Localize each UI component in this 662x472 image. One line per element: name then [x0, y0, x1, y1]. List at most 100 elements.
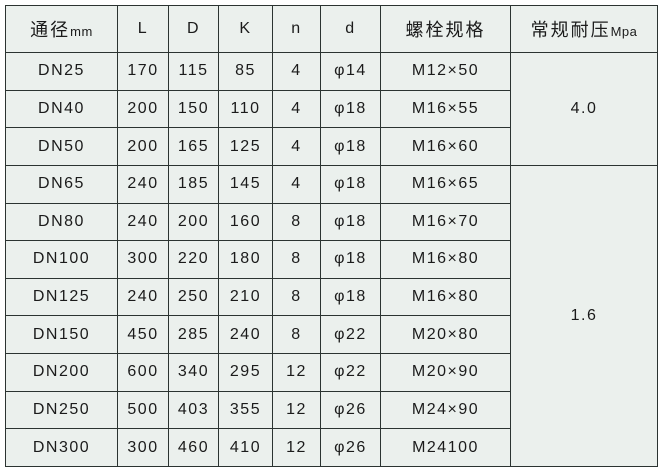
cell-l: 200: [117, 89, 169, 129]
column-header-dn-unit: mm: [70, 24, 93, 39]
column-header-n-label: n: [291, 20, 302, 37]
cell-dn: DN40: [5, 89, 118, 129]
table-row: DN300 300 460 410 12 φ26 M24100: [5, 428, 658, 467]
cell-n: 4: [272, 89, 321, 129]
cell-dd: φ26: [320, 390, 381, 430]
cell-d: 200: [168, 202, 219, 242]
table-row: DN125 240 250 210 8 φ18 M16×80: [5, 277, 658, 317]
cell-bolt: M16×80: [380, 240, 511, 279]
cell-bolt: M16×65: [380, 164, 511, 204]
cell-k: 85: [218, 52, 273, 91]
cell-d: 285: [168, 315, 219, 354]
cell-k: 125: [218, 127, 273, 166]
cell-pressure: 1.6: [510, 164, 658, 468]
cell-n: 4: [272, 164, 321, 204]
cell-dd: φ18: [320, 89, 381, 129]
cell-l: 450: [117, 315, 169, 354]
cell-bolt: M12×50: [380, 52, 511, 91]
cell-k: 355: [218, 390, 273, 430]
table-row: DN250 500 403 355 12 φ26 M24×90: [5, 390, 658, 430]
cell-n: 12: [272, 353, 321, 392]
cell-d: 250: [168, 277, 219, 317]
cell-n: 4: [272, 52, 321, 91]
column-header-pressure-cjk: 常规耐压: [530, 20, 611, 40]
cell-k: 410: [218, 428, 273, 467]
cell-bolt: M16×60: [380, 127, 511, 166]
cell-n: 12: [272, 390, 321, 430]
cell-k: 145: [218, 164, 273, 204]
cell-d: 115: [168, 52, 219, 91]
cell-l: 200: [117, 127, 169, 166]
column-header-dn-cjk: 通径: [30, 20, 71, 40]
cell-bolt: M20×80: [380, 315, 511, 354]
cell-k: 110: [218, 89, 273, 129]
column-header-bolt: 螺栓规格: [380, 5, 511, 53]
column-header-dd: d: [320, 5, 381, 53]
column-header-n: n: [272, 5, 321, 53]
cell-pressure: 4.0: [510, 52, 658, 166]
cell-k: 295: [218, 353, 273, 392]
column-header-l-label: L: [137, 20, 149, 37]
cell-dd: φ18: [320, 127, 381, 166]
cell-dn: DN250: [5, 390, 118, 430]
cell-l: 240: [117, 164, 169, 204]
cell-d: 220: [168, 240, 219, 279]
cell-l: 500: [117, 390, 169, 430]
cell-dn: DN25: [5, 52, 118, 91]
cell-dd: φ26: [320, 428, 381, 467]
column-header-d: D: [168, 5, 219, 53]
cell-bolt: M16×55: [380, 89, 511, 129]
cell-n: 8: [272, 202, 321, 242]
cell-l: 600: [117, 353, 169, 392]
column-header-pressure: 常规耐压Mpa: [510, 5, 658, 53]
table-row: DN80 240 200 160 8 φ18 M16×70: [5, 202, 658, 242]
cell-dd: φ22: [320, 315, 381, 354]
cell-dn: DN50: [5, 127, 118, 166]
cell-dd: φ18: [320, 240, 381, 279]
cell-d: 150: [168, 89, 219, 129]
cell-dn: DN80: [5, 202, 118, 242]
cell-dn: DN125: [5, 277, 118, 317]
column-header-dn: 通径mm: [5, 5, 118, 53]
cell-bolt: M24×90: [380, 390, 511, 430]
cell-n: 8: [272, 277, 321, 317]
cell-d: 185: [168, 164, 219, 204]
cell-bolt: M24100: [380, 428, 511, 467]
cell-dd: φ18: [320, 277, 381, 317]
column-header-d-label: D: [186, 20, 201, 37]
table-row: DN25 170 115 85 4 φ14 M12×50 4.0: [5, 52, 658, 166]
cell-l: 240: [117, 277, 169, 317]
column-header-k: K: [218, 5, 273, 53]
cell-dd: φ18: [320, 164, 381, 204]
table-row: DN150 450 285 240 8 φ22 M20×80: [5, 315, 658, 354]
column-header-bolt-label: 螺栓规格: [405, 20, 486, 40]
cell-k: 240: [218, 315, 273, 354]
cell-n: 12: [272, 428, 321, 467]
column-header-pressure-unit: Mpa: [610, 24, 638, 39]
cell-d: 340: [168, 353, 219, 392]
cell-bolt: M16×80: [380, 277, 511, 317]
cell-n: 4: [272, 127, 321, 166]
table-row: DN200 600 340 295 12 φ22 M20×90: [5, 353, 658, 392]
cell-dd: φ18: [320, 202, 381, 242]
column-header-l: L: [117, 5, 169, 53]
cell-k: 210: [218, 277, 273, 317]
cell-d: 460: [168, 428, 219, 467]
cell-dd: φ22: [320, 353, 381, 392]
cell-dn: DN200: [5, 353, 118, 392]
cell-l: 300: [117, 428, 169, 467]
cell-n: 8: [272, 315, 321, 354]
cell-d: 165: [168, 127, 219, 166]
cell-l: 170: [117, 52, 169, 91]
column-header-dd-label: d: [345, 20, 356, 37]
cell-k: 160: [218, 202, 273, 242]
table-row: DN40 200 150 110 4 φ18 M16×55: [5, 89, 658, 129]
table-row: DN100 300 220 180 8 φ18 M16×80: [5, 240, 658, 279]
cell-dn: DN300: [5, 428, 118, 467]
cell-dn: DN65: [5, 164, 118, 204]
cell-bolt: M16×70: [380, 202, 511, 242]
cell-k: 180: [218, 240, 273, 279]
